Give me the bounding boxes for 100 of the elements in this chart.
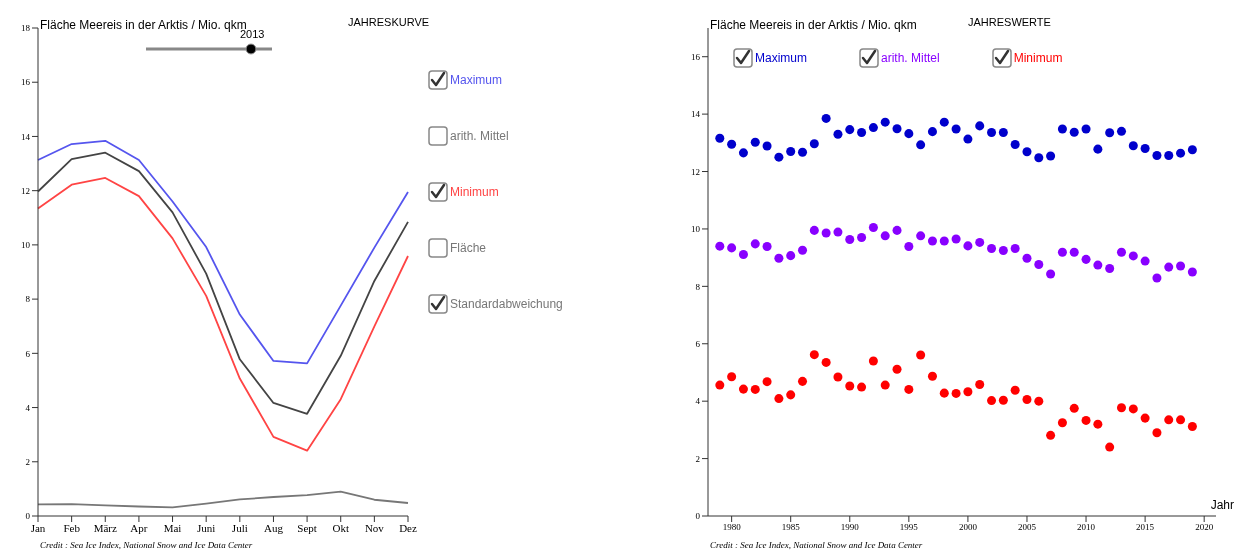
x-tick-label: Apr <box>130 521 148 534</box>
y-tick-label: 14 <box>691 109 701 120</box>
x-tick-label: Aug <box>263 521 284 534</box>
point <box>998 127 1008 137</box>
point <box>880 117 890 127</box>
point <box>798 245 808 255</box>
point <box>833 129 843 139</box>
text: Minimum <box>450 185 499 199</box>
text: Maximum <box>450 73 503 87</box>
point <box>1176 261 1186 271</box>
point <box>809 139 819 149</box>
line-series <box>37 139 409 365</box>
y-tick-label: 4 <box>25 402 31 413</box>
point <box>927 371 937 381</box>
point <box>1187 421 1197 431</box>
point <box>1176 415 1186 425</box>
point <box>1046 269 1056 279</box>
point <box>715 133 725 143</box>
point <box>975 237 985 247</box>
point <box>857 127 867 137</box>
point <box>1022 147 1032 157</box>
point <box>1022 394 1032 404</box>
point <box>798 147 808 157</box>
point <box>1069 403 1079 413</box>
point <box>821 113 831 123</box>
point <box>1057 247 1067 257</box>
text: Maximum <box>755 51 808 65</box>
point <box>1140 256 1150 266</box>
point <box>1069 247 1079 257</box>
point <box>880 380 890 390</box>
point <box>750 137 760 147</box>
x-tick-label: Juni <box>197 521 216 534</box>
point <box>1105 128 1115 138</box>
x-tick-label: 1995 <box>899 522 919 533</box>
x-tick-label: 2020 <box>1195 522 1214 533</box>
point <box>1081 254 1091 264</box>
x-tick-label: 1990 <box>840 522 860 533</box>
point <box>1116 403 1126 413</box>
point <box>1116 126 1126 136</box>
chart-title: JAHRESKURVE <box>348 16 430 28</box>
point <box>904 384 914 394</box>
point <box>963 134 973 144</box>
point <box>987 127 997 137</box>
point <box>963 241 973 251</box>
point <box>786 390 796 400</box>
point <box>987 396 997 406</box>
point <box>916 140 926 150</box>
point <box>1105 264 1115 274</box>
y-tick-label: 8 <box>25 294 31 305</box>
y-axis-title: Fläche Meereis in der Arktis / Mio. qkm <box>710 18 917 32</box>
point <box>715 380 725 390</box>
x-tick-label: Mai <box>163 521 182 534</box>
line-series <box>37 490 409 509</box>
point <box>1093 144 1103 154</box>
point <box>892 225 902 235</box>
point <box>1116 247 1126 257</box>
point <box>1010 243 1020 253</box>
y-tick-label: 14 <box>21 131 31 142</box>
point <box>750 384 760 394</box>
point <box>998 245 1008 255</box>
x-tick-label: 2005 <box>1017 522 1037 533</box>
point <box>916 231 926 241</box>
point <box>1140 144 1150 154</box>
point <box>738 249 748 259</box>
point <box>1046 151 1056 161</box>
point <box>868 223 878 233</box>
point <box>868 356 878 366</box>
point <box>1187 145 1197 155</box>
y-tick-label: 8 <box>695 281 701 292</box>
point <box>1034 153 1044 163</box>
point <box>927 127 937 137</box>
y-tick-label: 10 <box>21 240 31 251</box>
x-tick-label: Juli <box>231 521 248 534</box>
point <box>904 129 914 139</box>
y-tick-label: 16 <box>691 51 701 62</box>
point <box>939 388 949 398</box>
point <box>1081 415 1091 425</box>
point <box>762 377 772 387</box>
text: Fläche <box>450 241 487 255</box>
point <box>1057 418 1067 428</box>
y-tick-label: 2 <box>25 456 30 467</box>
point <box>1164 415 1174 425</box>
point <box>727 139 737 149</box>
y-tick-label: 0 <box>25 511 31 522</box>
point <box>833 227 843 237</box>
point <box>868 123 878 133</box>
text: Minimum <box>1013 51 1063 65</box>
point <box>975 380 985 390</box>
point <box>774 152 784 162</box>
point <box>774 394 784 404</box>
text: Credit : Sea Ice Index, National Snow and Ice Data Center <box>710 540 923 550</box>
point <box>987 243 997 253</box>
y-tick-label: 18 <box>21 23 31 34</box>
x-tick-label: 2000 <box>958 522 978 533</box>
point <box>774 253 784 263</box>
point <box>951 388 961 398</box>
point <box>892 124 902 134</box>
point <box>798 376 808 386</box>
point <box>1152 273 1162 283</box>
point <box>975 121 985 131</box>
